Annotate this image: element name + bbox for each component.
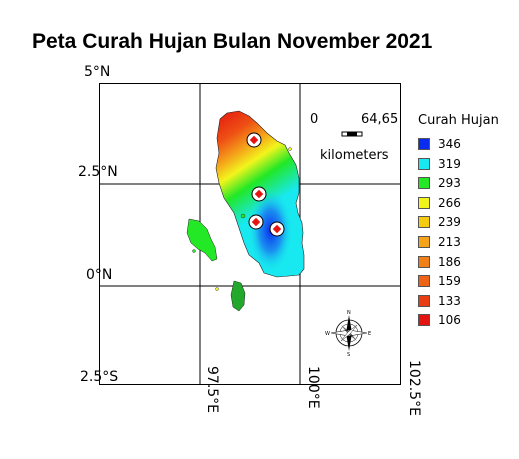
small-island xyxy=(215,287,219,291)
legend-label: 213 xyxy=(438,235,461,249)
legend-swatch xyxy=(418,314,430,327)
legend-swatch xyxy=(418,216,430,229)
small-island xyxy=(240,213,246,219)
legend-label: 133 xyxy=(438,293,461,308)
legend-item: 186 xyxy=(418,255,461,269)
legend-label: 293 xyxy=(438,176,461,191)
scale-start-label: 0 xyxy=(310,112,319,127)
legend-swatch xyxy=(418,294,430,307)
legend-swatch xyxy=(418,157,430,170)
legend-swatch xyxy=(418,236,430,248)
lat-label-2-5n: 2.5°N xyxy=(78,164,118,180)
legend-label: 266 xyxy=(438,195,461,210)
legend-swatch xyxy=(418,255,430,268)
legend-item: 213 xyxy=(418,235,461,249)
legend-item: 346 xyxy=(418,137,461,151)
simeulue-island xyxy=(186,218,218,262)
scale-unit-label: kilometers xyxy=(320,148,389,163)
compass-n: N xyxy=(347,310,351,316)
compass-s: S xyxy=(347,352,350,358)
small-island xyxy=(288,147,292,151)
nias-island xyxy=(230,280,246,312)
small-island xyxy=(192,249,196,253)
legend-label: 346 xyxy=(438,137,461,151)
map-title: Peta Curah Hujan Bulan November 2021 xyxy=(32,30,433,53)
station-marker xyxy=(248,214,264,230)
lon-label-102-5e: 102.5°E xyxy=(406,360,422,416)
legend-label: 186 xyxy=(438,254,461,269)
legend-swatch xyxy=(418,275,430,288)
map-frame xyxy=(99,83,401,385)
legend-item: 159 xyxy=(418,274,461,288)
lat-label-5n: 5°N xyxy=(84,64,111,80)
station-marker xyxy=(269,221,285,237)
rainfall-map: N S E W xyxy=(99,83,401,385)
compass-rose-icon: N S E W xyxy=(325,310,371,358)
legend-item: 319 xyxy=(418,157,461,171)
legend-label: 106 xyxy=(438,313,461,328)
legend-title: Curah Hujan xyxy=(418,113,499,128)
legend-item: 293 xyxy=(418,176,461,190)
legend-label: 159 xyxy=(438,274,461,289)
legend-swatch xyxy=(418,138,430,150)
legend-item: 133 xyxy=(418,294,461,308)
legend-item: 266 xyxy=(418,196,461,210)
scale-end-label: 64,65 xyxy=(361,112,399,127)
legend-swatch xyxy=(418,177,430,190)
compass-w: W xyxy=(325,331,330,337)
legend-item: 239 xyxy=(418,215,461,229)
legend-item: 106 xyxy=(418,313,461,327)
compass-e: E xyxy=(368,331,371,337)
station-marker xyxy=(246,132,262,148)
legend-swatch xyxy=(418,196,430,209)
station-marker xyxy=(251,186,267,202)
legend-label: 239 xyxy=(438,215,461,230)
scale-bar xyxy=(341,131,363,137)
legend-label: 319 xyxy=(438,156,461,171)
